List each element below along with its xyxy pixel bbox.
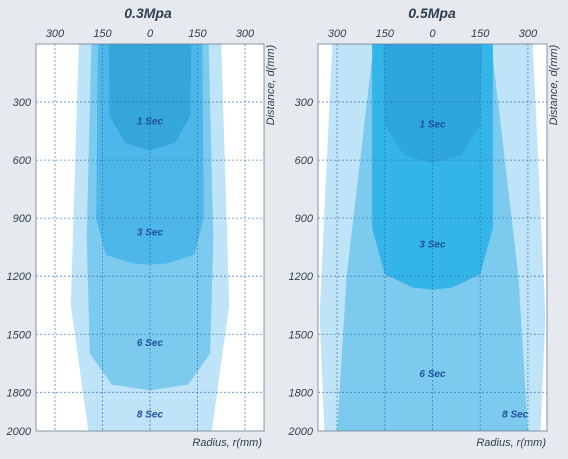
series-label: 6 Sec <box>137 338 164 349</box>
x-tick-label: 300 <box>236 28 255 40</box>
y-tick-label: 1500 <box>7 329 32 341</box>
series-label: 3 Sec <box>137 228 164 239</box>
y-axis-label: Distance, d(mm) <box>548 44 560 125</box>
y-tick-label: 300 <box>13 97 32 109</box>
series-label: 8 Sec <box>502 410 529 421</box>
y-tick-label: 2000 <box>6 426 32 438</box>
x-tick-label: 0 <box>429 28 436 40</box>
series-label: 3 Sec <box>419 239 446 250</box>
x-tick-label: 150 <box>376 28 395 40</box>
y-axis-label: Distance, d(mm) <box>265 44 277 125</box>
chart-title: 0.3Mpa <box>124 5 172 21</box>
chart-title: 0.5Mpa <box>408 5 456 21</box>
plot-border <box>35 43 265 432</box>
y-tick-label: 1200 <box>7 271 32 283</box>
y-tick-label: 900 <box>295 213 314 225</box>
x-tick-label: 150 <box>471 28 490 40</box>
y-tick-label: 1500 <box>289 329 314 341</box>
y-tick-label: 600 <box>13 155 32 167</box>
x-tick-label: 300 <box>46 28 65 40</box>
series-label: 8 Sec <box>137 410 164 421</box>
y-tick-label: 1800 <box>289 387 314 399</box>
series-label: 6 Sec <box>419 369 446 380</box>
y-tick-label: 600 <box>295 155 314 167</box>
x-tick-label: 150 <box>188 28 207 40</box>
x-tick-label: 300 <box>328 28 347 40</box>
y-tick-label: 1200 <box>289 271 314 283</box>
series-label: 1 Sec <box>137 116 164 127</box>
x-tick-label: 300 <box>519 28 538 40</box>
x-axis-label: Radius, r(mm) <box>476 437 546 449</box>
x-axis-label: Radius, r(mm) <box>192 437 262 449</box>
y-tick-label: 1800 <box>7 387 32 399</box>
x-tick-label: 0 <box>147 28 154 40</box>
y-tick-label: 2000 <box>288 426 314 438</box>
y-tick-label: 900 <box>13 213 32 225</box>
series-region-1-sec <box>383 44 482 163</box>
series-label: 1 Sec <box>419 119 446 130</box>
y-tick-label: 300 <box>295 97 314 109</box>
x-tick-label: 150 <box>93 28 112 40</box>
plot-border <box>317 43 548 432</box>
